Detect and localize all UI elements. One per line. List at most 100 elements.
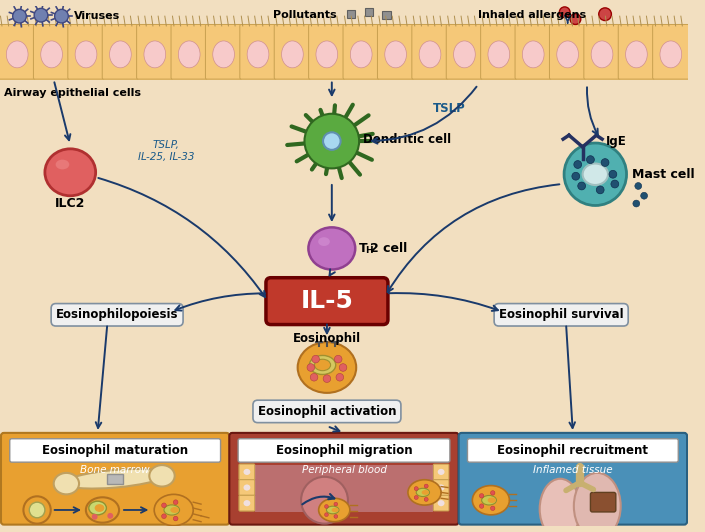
FancyBboxPatch shape: [229, 433, 459, 525]
Text: Eosinophil: Eosinophil: [293, 332, 361, 345]
Ellipse shape: [178, 41, 200, 68]
FancyBboxPatch shape: [0, 24, 35, 79]
Text: Inflamed tissue: Inflamed tissue: [533, 465, 613, 475]
Ellipse shape: [453, 41, 475, 68]
Text: Airway epithelial cells: Airway epithelial cells: [4, 88, 141, 98]
Ellipse shape: [314, 359, 331, 371]
Ellipse shape: [6, 41, 28, 68]
Circle shape: [572, 172, 580, 180]
Ellipse shape: [318, 237, 330, 246]
Text: IgE: IgE: [606, 135, 627, 147]
Circle shape: [323, 132, 341, 150]
Circle shape: [37, 12, 44, 19]
FancyBboxPatch shape: [653, 24, 689, 79]
Text: Mast cell: Mast cell: [632, 168, 695, 181]
Ellipse shape: [522, 41, 544, 68]
Circle shape: [611, 180, 619, 188]
Ellipse shape: [64, 469, 166, 488]
Circle shape: [310, 373, 318, 381]
Ellipse shape: [331, 508, 338, 512]
Ellipse shape: [213, 41, 235, 68]
Ellipse shape: [298, 342, 356, 393]
Ellipse shape: [308, 227, 355, 270]
Text: 2 cell: 2 cell: [370, 242, 407, 255]
Ellipse shape: [438, 469, 445, 475]
Ellipse shape: [243, 469, 250, 475]
Circle shape: [587, 156, 594, 163]
Ellipse shape: [164, 505, 180, 515]
Ellipse shape: [94, 504, 104, 512]
Circle shape: [479, 504, 484, 508]
Text: Bone marrow: Bone marrow: [80, 465, 150, 475]
Ellipse shape: [438, 500, 445, 506]
Ellipse shape: [56, 160, 69, 169]
Text: T: T: [359, 242, 368, 255]
FancyBboxPatch shape: [137, 24, 173, 79]
Ellipse shape: [422, 490, 429, 495]
Ellipse shape: [419, 41, 441, 68]
Text: Pollutants: Pollutants: [274, 10, 337, 20]
Ellipse shape: [438, 485, 445, 491]
FancyBboxPatch shape: [515, 24, 551, 79]
Circle shape: [301, 477, 348, 523]
Ellipse shape: [75, 41, 97, 68]
Ellipse shape: [247, 41, 269, 68]
FancyBboxPatch shape: [274, 24, 311, 79]
Circle shape: [339, 364, 347, 371]
Text: Eosinophil survival: Eosinophil survival: [499, 309, 623, 321]
Circle shape: [634, 182, 642, 189]
Bar: [255, 465, 434, 512]
FancyBboxPatch shape: [239, 464, 255, 480]
FancyBboxPatch shape: [239, 495, 255, 511]
Ellipse shape: [488, 41, 510, 68]
Text: TSLP,
IL-25, IL-33: TSLP, IL-25, IL-33: [137, 140, 194, 162]
FancyBboxPatch shape: [434, 480, 449, 495]
Ellipse shape: [89, 501, 106, 515]
Ellipse shape: [574, 473, 620, 532]
Ellipse shape: [86, 497, 119, 522]
Ellipse shape: [171, 507, 179, 513]
Ellipse shape: [316, 41, 338, 68]
Ellipse shape: [154, 494, 193, 526]
Circle shape: [324, 513, 329, 517]
Circle shape: [334, 502, 338, 506]
Circle shape: [323, 375, 331, 383]
FancyBboxPatch shape: [309, 24, 345, 79]
FancyBboxPatch shape: [467, 439, 678, 462]
Circle shape: [334, 355, 342, 363]
Ellipse shape: [149, 465, 175, 487]
Circle shape: [55, 10, 68, 23]
Circle shape: [564, 143, 627, 205]
Text: Eosinophil recruitment: Eosinophil recruitment: [497, 444, 649, 457]
FancyBboxPatch shape: [459, 433, 687, 525]
Ellipse shape: [243, 500, 250, 506]
Circle shape: [324, 504, 329, 509]
Circle shape: [424, 497, 428, 501]
Ellipse shape: [144, 41, 166, 68]
Text: ILC2: ILC2: [55, 197, 85, 211]
FancyBboxPatch shape: [434, 495, 449, 511]
Circle shape: [491, 491, 495, 495]
Circle shape: [13, 10, 26, 23]
Ellipse shape: [582, 163, 608, 185]
Ellipse shape: [54, 473, 79, 494]
Circle shape: [334, 514, 338, 518]
Ellipse shape: [319, 498, 350, 522]
Text: H: H: [365, 246, 373, 255]
FancyBboxPatch shape: [239, 495, 255, 511]
FancyBboxPatch shape: [240, 24, 276, 79]
Bar: [0, 24, 688, 80]
FancyBboxPatch shape: [549, 24, 586, 79]
FancyBboxPatch shape: [33, 24, 70, 79]
Circle shape: [16, 13, 23, 20]
Text: Inhaled allergens: Inhaled allergens: [478, 10, 587, 20]
Text: Dendritic cell: Dendritic cell: [363, 132, 451, 146]
Ellipse shape: [350, 41, 372, 68]
FancyBboxPatch shape: [618, 24, 655, 79]
FancyBboxPatch shape: [377, 24, 414, 79]
FancyBboxPatch shape: [412, 24, 448, 79]
Circle shape: [609, 170, 617, 178]
Ellipse shape: [109, 41, 131, 68]
Circle shape: [30, 502, 45, 518]
Circle shape: [601, 159, 609, 167]
